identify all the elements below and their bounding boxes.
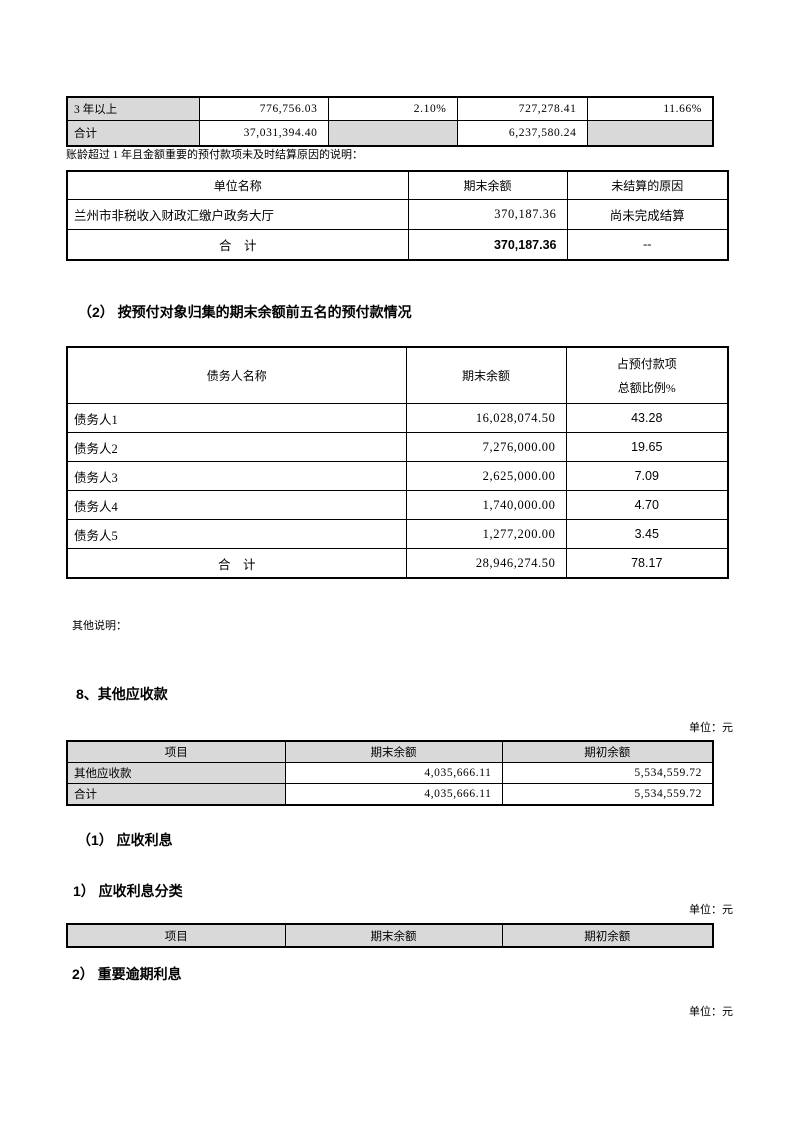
amount-cell: 16,028,074.50	[405, 403, 567, 433]
empty-cell	[327, 120, 458, 147]
unit-label: 单位：元	[689, 722, 733, 734]
interest-heading: （1） 应收利息	[77, 832, 173, 848]
table-row: 3 年以上 776,756.03 2.10% 727,278.41 11.66%	[66, 96, 714, 121]
column-header: 单位名称	[66, 170, 409, 200]
percent-cell: 4.70	[565, 490, 729, 520]
amount-cell: 28,946,274.50	[405, 548, 567, 579]
amount-cell: 6,237,580.24	[456, 120, 588, 147]
column-header: 占预付款项 总额比例%	[565, 346, 729, 404]
table-row: 债务人2 7,276,000.00 19.65	[66, 432, 729, 462]
prepay-top5-table: 债务人名称 期末余额 占预付款项 总额比例% 债务人1 16,028,074.5…	[66, 346, 729, 579]
other-receivables-table: 项目 期末余额 期初余额 其他应收款 4,035,666.11 5,534,55…	[66, 740, 714, 806]
header-line: 总额比例%	[617, 380, 676, 395]
aging-note: 账龄超过 1 年且金额重要的预付款项未及时结算原因的说明：	[66, 149, 363, 161]
percent-cell: 19.65	[565, 432, 729, 462]
table-row: 债务人1 16,028,074.50 43.28	[66, 403, 729, 433]
column-header: 期末余额	[407, 170, 568, 200]
other-note: 其他说明：	[72, 620, 127, 632]
column-header: 期末余额	[405, 346, 567, 404]
header-row: 项目 期末余额 期初余额	[66, 923, 714, 948]
percent-cell: 43.28	[565, 403, 729, 433]
column-header: 项目	[66, 923, 286, 948]
other-receivables-heading: 8、其他应收款	[76, 686, 168, 702]
debtor-name-cell: 债务人1	[66, 403, 407, 433]
table-row: 债务人4 1,740,000.00 4.70	[66, 490, 729, 520]
overdue-interest-heading: 2） 重要逾期利息	[72, 966, 182, 982]
column-header: 未结算的原因	[566, 170, 729, 200]
reason-cell: 尚未完成结算	[566, 199, 729, 230]
header-row: 单位名称 期末余额 未结算的原因	[66, 170, 729, 200]
interest-class-heading: 1） 应收利息分类	[73, 883, 183, 899]
table-row-total: 合计 4,035,666.11 5,534,559.72	[66, 783, 714, 806]
empty-cell	[586, 120, 714, 147]
header-row: 项目 期末余额 期初余额	[66, 740, 714, 763]
percent-cell: 78.17	[565, 548, 729, 579]
amount-cell: 5,534,559.72	[501, 762, 714, 784]
row-label-cell: 3 年以上	[66, 96, 200, 121]
item-cell: 合计	[66, 783, 286, 806]
amount-cell: 776,756.03	[198, 96, 329, 121]
debtor-name-cell: 债务人4	[66, 490, 407, 520]
header-line: 占预付款项	[616, 357, 677, 372]
unit-label: 单位：元	[689, 1006, 733, 1018]
table-row-total: 合 计 370,187.36 --	[66, 229, 729, 261]
column-header: 项目	[66, 740, 286, 763]
total-label-cell: 合 计	[66, 229, 409, 261]
percent-cell: 2.10%	[327, 96, 458, 121]
amount-cell: 370,187.36	[407, 229, 568, 261]
unit-name-cell: 兰州市非税收入财政汇缴户政务大厅	[66, 199, 409, 230]
table-row: 债务人3 2,625,000.00 7.09	[66, 461, 729, 491]
column-header: 债务人名称	[66, 346, 407, 404]
two-line-header: 占预付款项 总额比例%	[568, 349, 727, 402]
aging-table: 3 年以上 776,756.03 2.10% 727,278.41 11.66%…	[66, 96, 714, 147]
unit-label: 单位：元	[689, 904, 733, 916]
percent-cell: 11.66%	[586, 96, 714, 121]
table-row: 其他应收款 4,035,666.11 5,534,559.72	[66, 762, 714, 784]
unsettled-table: 单位名称 期末余额 未结算的原因 兰州市非税收入财政汇缴户政务大厅 370,18…	[66, 170, 729, 261]
amount-cell: 1,740,000.00	[405, 490, 567, 520]
amount-cell: 37,031,394.40	[198, 120, 329, 147]
table-row: 兰州市非税收入财政汇缴户政务大厅 370,187.36 尚未完成结算	[66, 199, 729, 230]
amount-cell: 5,534,559.72	[501, 783, 714, 806]
amount-cell: 4,035,666.11	[284, 783, 503, 806]
amount-cell: 727,278.41	[456, 96, 588, 121]
interest-table: 项目 期末余额 期初余额	[66, 923, 714, 948]
column-header: 期末余额	[284, 923, 503, 948]
amount-cell: 2,625,000.00	[405, 461, 567, 491]
percent-cell: 7.09	[565, 461, 729, 491]
column-header: 期初余额	[501, 923, 714, 948]
debtor-name-cell: 债务人3	[66, 461, 407, 491]
header-row: 债务人名称 期末余额 占预付款项 总额比例%	[66, 346, 729, 404]
reason-cell: --	[566, 229, 729, 261]
table-row-total: 合 计 28,946,274.50 78.17	[66, 548, 729, 579]
table-row: 债务人5 1,277,200.00 3.45	[66, 519, 729, 549]
percent-cell: 3.45	[565, 519, 729, 549]
amount-cell: 7,276,000.00	[405, 432, 567, 462]
amount-cell: 370,187.36	[407, 199, 568, 230]
prepay-section-heading: （2） 按预付对象归集的期末余额前五名的预付款情况	[78, 304, 412, 320]
column-header: 期末余额	[284, 740, 503, 763]
table-row-total: 合计 37,031,394.40 6,237,580.24	[66, 120, 714, 147]
debtor-name-cell: 债务人5	[66, 519, 407, 549]
item-cell: 其他应收款	[66, 762, 286, 784]
row-label-cell: 合计	[66, 120, 200, 147]
debtor-name-cell: 债务人2	[66, 432, 407, 462]
column-header: 期初余额	[501, 740, 714, 763]
amount-cell: 4,035,666.11	[284, 762, 503, 784]
total-label-cell: 合 计	[66, 548, 407, 579]
amount-cell: 1,277,200.00	[405, 519, 567, 549]
